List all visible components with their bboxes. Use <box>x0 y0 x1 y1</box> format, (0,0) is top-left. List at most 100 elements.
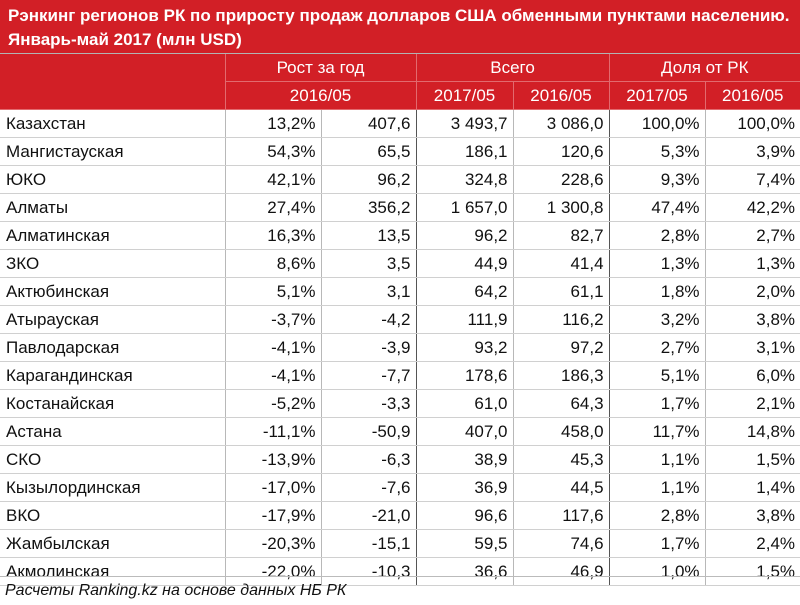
total-2017-cell: 186,1 <box>416 137 514 166</box>
total-2017-cell: 59,5 <box>416 529 514 558</box>
share-2016-cell: 1,5% <box>705 557 800 586</box>
growth-abs-cell: -10,3 <box>321 557 417 586</box>
region-cell: Атырауская <box>0 305 226 334</box>
total-2016-cell: 41,4 <box>513 249 610 278</box>
share-2017-cell: 1,7% <box>609 529 706 558</box>
growth-pct-cell: -20,3% <box>225 529 322 558</box>
header-total-2016: 2016/05 <box>513 81 610 110</box>
growth-pct-cell: -5,2% <box>225 389 322 418</box>
total-2017-cell: 111,9 <box>416 305 514 334</box>
total-2016-cell: 458,0 <box>513 417 610 446</box>
growth-pct-cell: -3,7% <box>225 305 322 334</box>
share-2017-cell: 1,7% <box>609 389 706 418</box>
total-2017-cell: 36,6 <box>416 557 514 586</box>
table-row: Астана -11,1% -50,9 407,0 458,0 11,7% 14,8% <box>0 417 800 446</box>
growth-abs-cell: -15,1 <box>321 529 417 558</box>
share-2016-cell: 1,5% <box>705 445 800 474</box>
region-cell: Акмолинская <box>0 557 226 586</box>
total-2017-cell: 178,6 <box>416 361 514 390</box>
header-total: Всего <box>416 54 610 82</box>
share-2017-cell: 11,7% <box>609 417 706 446</box>
total-2016-cell: 186,3 <box>513 361 610 390</box>
share-2017-cell: 2,8% <box>609 221 706 250</box>
growth-pct-cell: -4,1% <box>225 361 322 390</box>
growth-abs-cell: 3,1 <box>321 277 417 306</box>
growth-abs-cell: 13,5 <box>321 221 417 250</box>
region-cell: Павлодарская <box>0 333 226 362</box>
table-row: ЗКО 8,6% 3,5 44,9 41,4 1,3% 1,3% <box>0 249 800 278</box>
total-2016-cell: 3 086,0 <box>513 109 610 138</box>
total-2017-cell: 3 493,7 <box>416 109 514 138</box>
growth-abs-cell: -3,9 <box>321 333 417 362</box>
growth-abs-cell: 65,5 <box>321 137 417 166</box>
share-2016-cell: 3,1% <box>705 333 800 362</box>
growth-pct-cell: 13,2% <box>225 109 322 138</box>
table-row: Атырауская -3,7% -4,2 111,9 116,2 3,2% 3,8% <box>0 305 800 334</box>
total-2016-cell: 44,5 <box>513 473 610 502</box>
table-row: Мангистауская 54,3% 65,5 186,1 120,6 5,3% 3,9% <box>0 137 800 166</box>
share-2016-cell: 2,0% <box>705 277 800 306</box>
share-2017-cell: 1,1% <box>609 473 706 502</box>
table-row: ВКО -17,9% -21,0 96,6 117,6 2,8% 3,8% <box>0 501 800 530</box>
total-2016-cell: 97,2 <box>513 333 610 362</box>
total-2017-cell: 96,2 <box>416 221 514 250</box>
growth-pct-cell: 54,3% <box>225 137 322 166</box>
share-2016-cell: 6,0% <box>705 361 800 390</box>
total-2017-cell: 38,9 <box>416 445 514 474</box>
total-2016-cell: 45,3 <box>513 445 610 474</box>
share-2016-cell: 3,8% <box>705 501 800 530</box>
growth-pct-cell: 5,1% <box>225 277 322 306</box>
table-row: ЮКО 42,1% 96,2 324,8 228,6 9,3% 7,4% <box>0 165 800 194</box>
header-share: Доля от РК <box>609 54 800 82</box>
total-2017-cell: 93,2 <box>416 333 514 362</box>
share-2016-cell: 42,2% <box>705 193 800 222</box>
share-2016-cell: 1,4% <box>705 473 800 502</box>
share-2017-cell: 1,8% <box>609 277 706 306</box>
header-share-2017: 2017/05 <box>609 81 706 110</box>
share-2016-cell: 3,9% <box>705 137 800 166</box>
growth-pct-cell: -17,0% <box>225 473 322 502</box>
growth-abs-cell: -7,6 <box>321 473 417 502</box>
growth-abs-cell: -21,0 <box>321 501 417 530</box>
growth-pct-cell: -13,9% <box>225 445 322 474</box>
region-cell: ВКО <box>0 501 226 530</box>
share-2016-cell: 2,7% <box>705 221 800 250</box>
total-2016-cell: 82,7 <box>513 221 610 250</box>
header-growth: Рост за год <box>225 54 417 82</box>
table-row: Жамбылская -20,3% -15,1 59,5 74,6 1,7% 2,4% <box>0 529 800 558</box>
growth-abs-cell: -50,9 <box>321 417 417 446</box>
total-2017-cell: 407,0 <box>416 417 514 446</box>
source-note: Расчеты Ranking.kz на основе данных НБ Р… <box>0 576 800 605</box>
total-2017-cell: 1 657,0 <box>416 193 514 222</box>
total-2017-cell: 36,9 <box>416 473 514 502</box>
table-row: Карагандинская -4,1% -7,7 178,6 186,3 5,1% 6,0… <box>0 361 800 390</box>
growth-abs-cell: -3,3 <box>321 389 417 418</box>
region-cell: Актюбинская <box>0 277 226 306</box>
region-cell: ЮКО <box>0 165 226 194</box>
share-2017-cell: 2,8% <box>609 501 706 530</box>
table-row: Кызылординская -17,0% -7,6 36,9 44,5 1,1% 1,4% <box>0 473 800 502</box>
region-cell: Жамбылская <box>0 529 226 558</box>
share-2017-cell: 5,3% <box>609 137 706 166</box>
total-2017-cell: 64,2 <box>416 277 514 306</box>
table-row: Алматы 27,4% 356,2 1 657,0 1 300,8 47,4% 42,2% <box>0 193 800 222</box>
header-region-blank <box>0 54 226 110</box>
share-2017-cell: 1,0% <box>609 557 706 586</box>
total-2017-cell: 96,6 <box>416 501 514 530</box>
header-row-1: Рост за год Всего Доля от РК <box>0 54 800 110</box>
data-table: Рост за год Всего Доля от РК 2016/05 201… <box>0 54 800 586</box>
total-2016-cell: 117,6 <box>513 501 610 530</box>
region-cell: Кызылординская <box>0 473 226 502</box>
table-row: Казахстан 13,2% 407,6 3 493,7 3 086,0 100,0% 1… <box>0 109 800 138</box>
share-2016-cell: 1,3% <box>705 249 800 278</box>
growth-pct-cell: 27,4% <box>225 193 322 222</box>
header-share-2016: 2016/05 <box>705 81 800 110</box>
share-2016-cell: 2,1% <box>705 389 800 418</box>
share-2016-cell: 7,4% <box>705 165 800 194</box>
region-cell: Костанайская <box>0 389 226 418</box>
growth-pct-cell: 8,6% <box>225 249 322 278</box>
total-2016-cell: 228,6 <box>513 165 610 194</box>
growth-abs-cell: 3,5 <box>321 249 417 278</box>
share-2017-cell: 2,7% <box>609 333 706 362</box>
